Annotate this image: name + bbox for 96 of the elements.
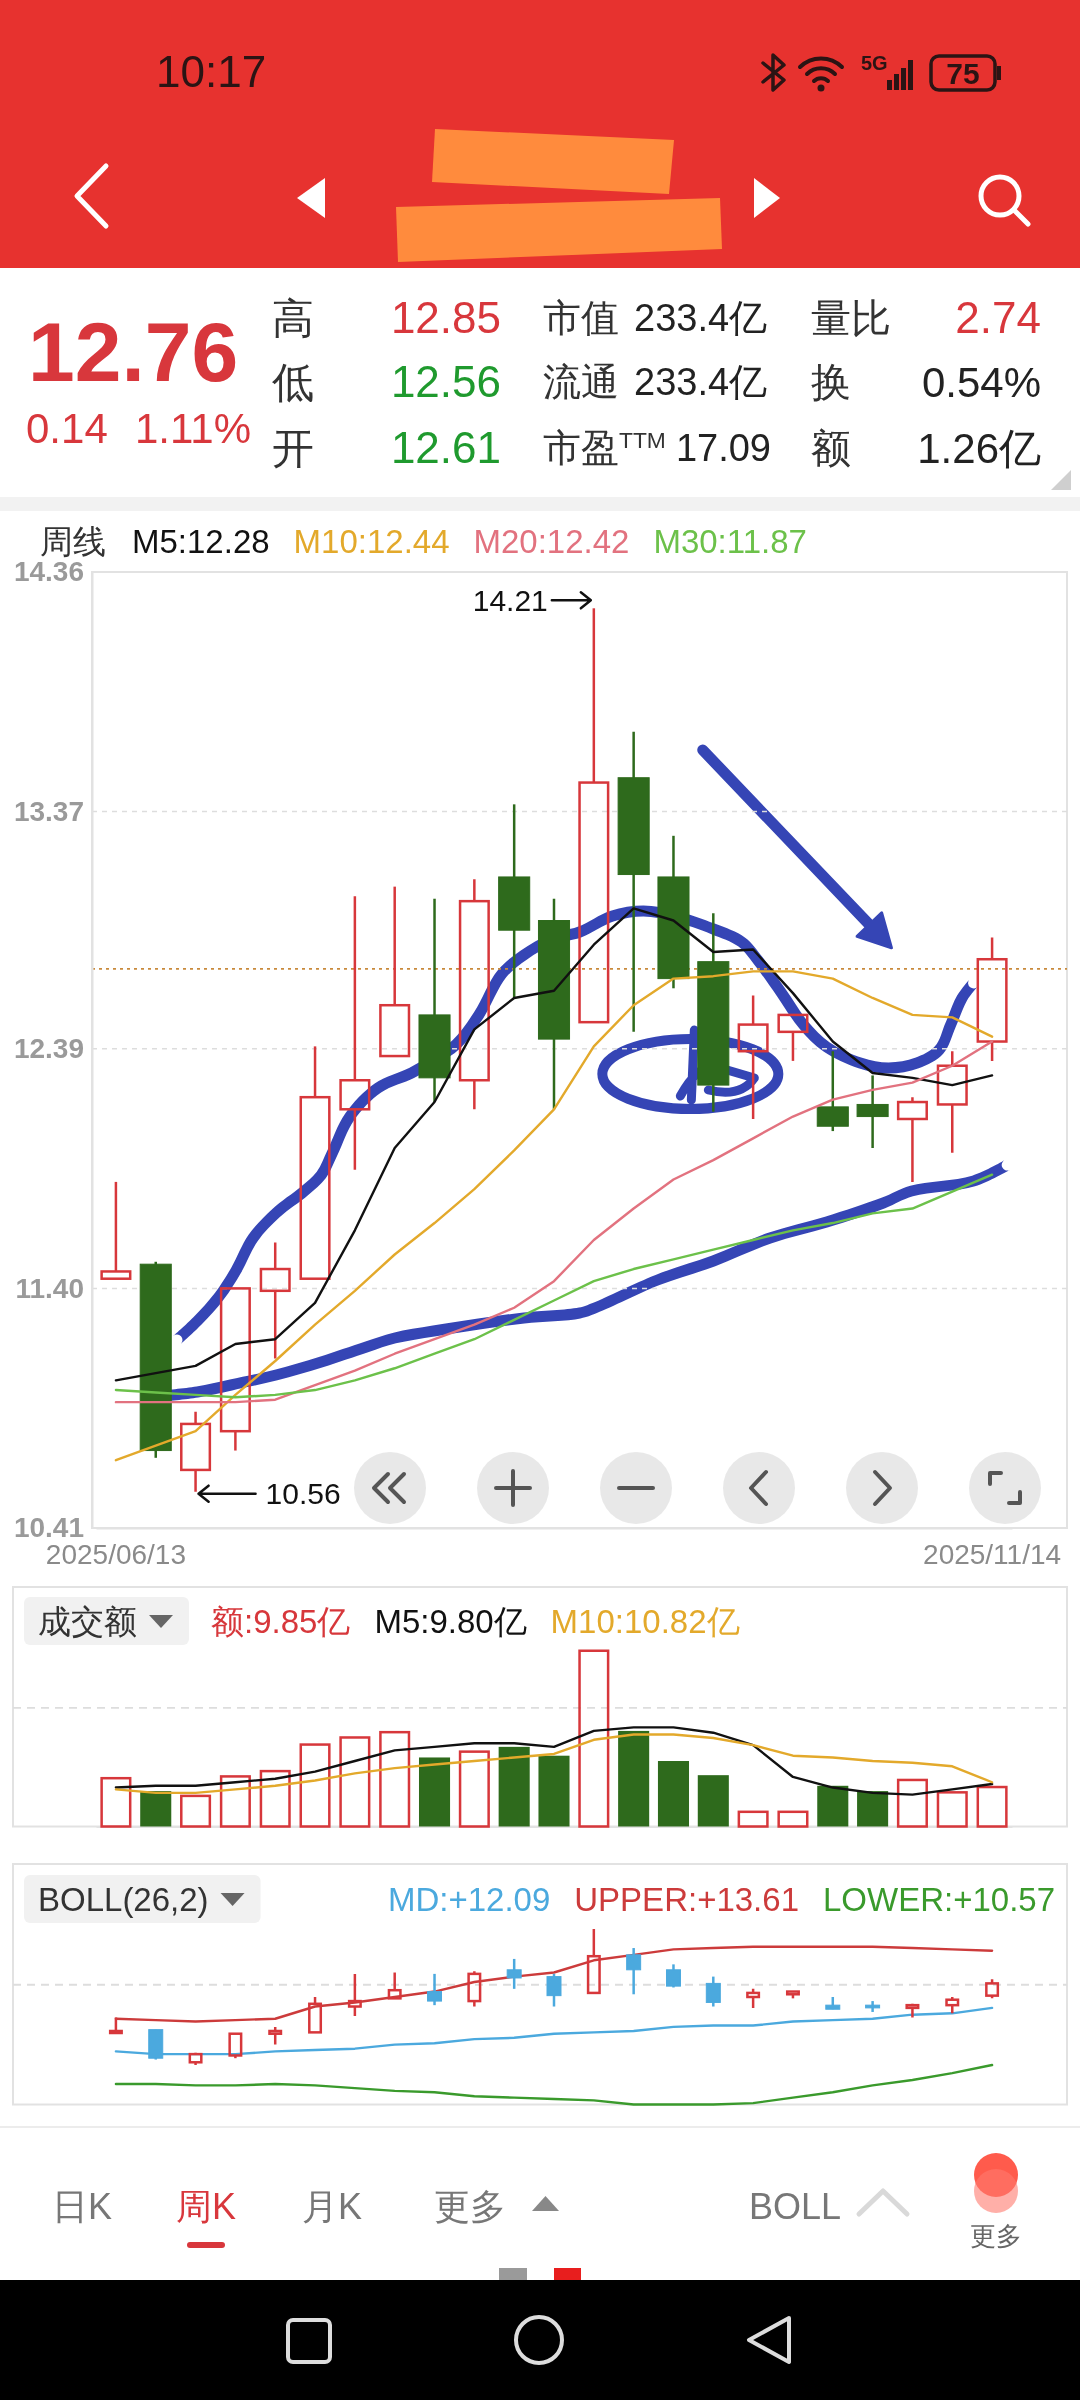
bar: [697, 1775, 729, 1827]
text: 月K: [302, 2185, 363, 2227]
text: 市值: [543, 297, 619, 340]
bar: [538, 1755, 570, 1827]
text: M10:10.82亿: [550, 1602, 740, 1640]
text: M5:9.80亿: [374, 1602, 527, 1640]
text: 高: [272, 294, 314, 342]
y-tick-label: 13.37: [13, 796, 84, 828]
text: BOLL: [749, 2185, 842, 2227]
text: 额: [811, 426, 851, 470]
candlestick: [896, 1095, 928, 1184]
candlestick: [737, 994, 769, 1121]
text: 流通: [543, 361, 619, 404]
text: 额:9.85亿: [211, 1602, 351, 1640]
x-tick-label: 2025/11/14: [923, 1538, 1062, 1570]
bar: [180, 1794, 212, 1828]
bar: [458, 1750, 490, 1828]
bar: [418, 1757, 451, 1827]
text: LOWER:+10.57: [822, 1880, 1056, 1918]
bar: [976, 1785, 1008, 1828]
text: 开: [272, 424, 314, 472]
candlestick: [506, 1957, 522, 1991]
text: 更多: [434, 2185, 506, 2227]
candlestick: [705, 1975, 721, 2008]
text: 换: [811, 360, 851, 404]
bar: [936, 1791, 968, 1828]
y-tick-label: 12.39: [13, 1033, 84, 1065]
text: 12.61: [390, 423, 501, 473]
annotation: 10.56: [265, 1477, 341, 1511]
text: M20:12.42: [473, 522, 630, 560]
text: 低: [272, 358, 314, 406]
bar: [657, 1761, 690, 1827]
text: 0.14: [26, 404, 108, 452]
text: 17.09: [675, 427, 771, 470]
candlestick: [180, 1410, 212, 1493]
text: 周K: [176, 2185, 237, 2227]
text: 1.26亿: [917, 424, 1041, 472]
line-series: [114, 970, 994, 1462]
bar: [857, 1791, 889, 1827]
candlestick: [379, 885, 411, 1058]
text: 10:17: [156, 47, 267, 97]
text: 12.85: [390, 293, 501, 343]
candlestick: [387, 1971, 402, 2000]
text: M5:12.28: [132, 522, 270, 560]
candlestick: [347, 1972, 362, 2018]
candlestick: [626, 1946, 642, 1996]
bar: [737, 1810, 769, 1828]
text: 1.11%: [135, 404, 251, 452]
candlestick: [299, 1045, 331, 1280]
text: 12.76: [28, 305, 239, 400]
bar: [578, 1649, 610, 1828]
bar: [299, 1743, 331, 1828]
text: M10:12.44: [293, 522, 450, 560]
chart-title: BOLL(26,2): [38, 1880, 209, 1918]
text: 量比: [811, 296, 891, 340]
line-series: [114, 907, 994, 1382]
text: 日K: [52, 2185, 113, 2227]
candlestick: [339, 895, 371, 1172]
candlestick: [467, 1969, 482, 2008]
text: 75: [946, 56, 980, 90]
candlestick: [777, 1013, 809, 1063]
bar: [379, 1730, 411, 1828]
text: M30:11.87: [653, 522, 807, 560]
candlestick: [578, 607, 610, 1024]
bar: [100, 1776, 132, 1828]
bar: [817, 1785, 849, 1827]
bar: [498, 1746, 530, 1827]
text: 市盈$^{TTM}$: [543, 427, 666, 470]
candlestick: [219, 1287, 251, 1452]
candlestick: [259, 1241, 291, 1360]
text: 0.54%: [921, 358, 1041, 406]
text: 5G: [861, 52, 888, 74]
candlestick: [427, 1972, 443, 2007]
series-label: UPPER:+13.61: [574, 1880, 799, 1918]
candlestick: [976, 936, 1008, 1063]
candlestick: [546, 1972, 562, 2008]
text: 2.74: [955, 293, 1041, 343]
bar: [259, 1769, 291, 1828]
text: MD:+12.09: [387, 1880, 551, 1918]
bar: [896, 1778, 928, 1828]
bar: [777, 1810, 809, 1828]
candlestick: [458, 878, 490, 1111]
candlestick: [100, 1180, 132, 1280]
chart-title: 成交额: [38, 1602, 137, 1640]
bar: [618, 1730, 650, 1827]
bar: [339, 1736, 371, 1828]
text: 233.4亿: [634, 297, 768, 340]
text: 12.56: [390, 357, 501, 407]
candlestick: [936, 1049, 968, 1155]
y-tick-label: 11.40: [15, 1272, 84, 1304]
bar: [140, 1791, 172, 1827]
text: 233.4亿: [634, 361, 768, 404]
bar: [219, 1775, 251, 1828]
annotation: 14.21: [472, 583, 548, 617]
text: 更多: [970, 2221, 1022, 2252]
line-series: [114, 1040, 994, 1404]
